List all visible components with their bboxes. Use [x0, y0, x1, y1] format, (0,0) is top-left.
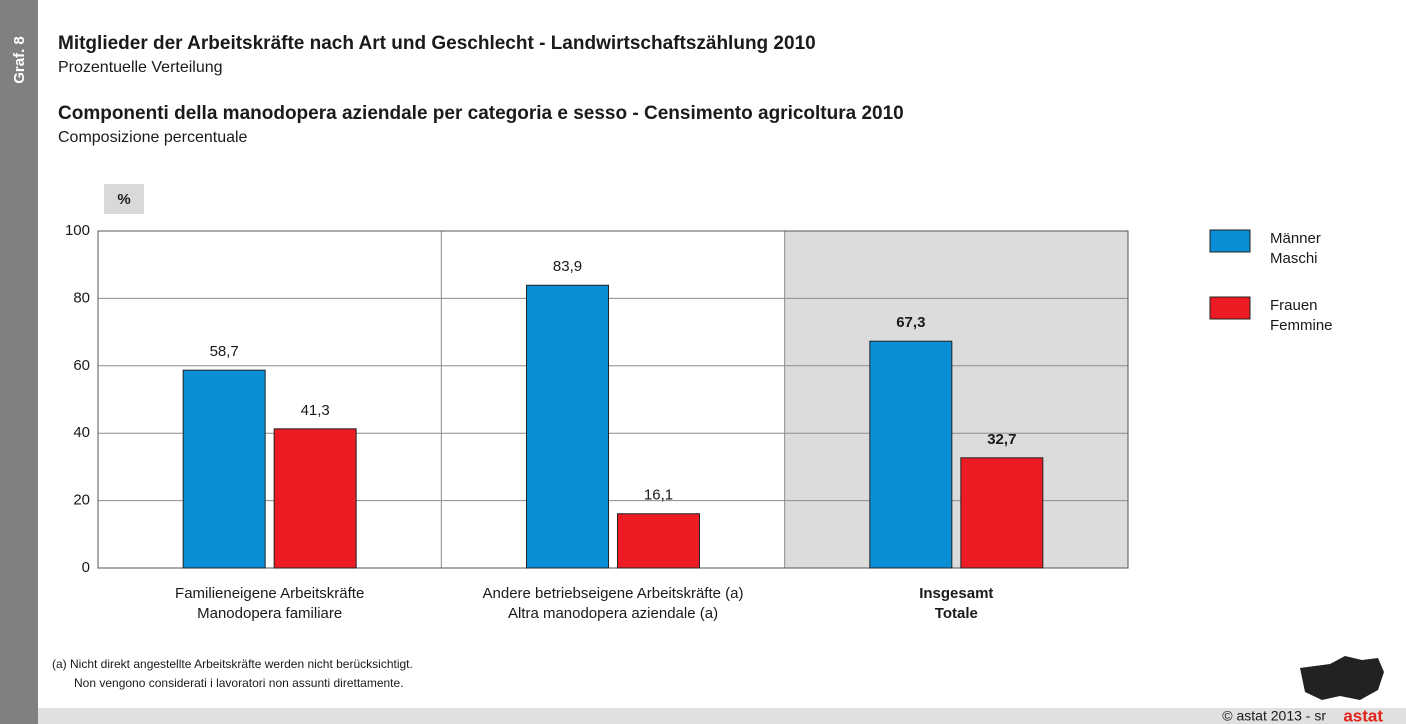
sidebar [0, 0, 38, 724]
legend-swatch [1209, 229, 1251, 253]
footnote: Non vengono considerati i lavoratori non… [74, 676, 404, 690]
x-tick-label-line: Andere betriebseigene Arbeitskräfte (a) [483, 585, 744, 602]
bar [526, 284, 609, 569]
x-tick-label: Familieneigene Arbeitskräfte Manodopera f… [175, 585, 364, 622]
x-tick-label: Andere betriebseigene Arbeitskräfte (a) A… [483, 585, 744, 622]
chart-subtitle: Prozentuelle Verteilung [58, 59, 223, 76]
x-tick-label-line: Altra manodopera aziendale (a) [508, 605, 718, 622]
y-axis-label-box [104, 184, 144, 214]
logo-text: astat [1343, 706, 1383, 724]
chart-title: Mitglieder der Arbeitskräfte nach Art un… [58, 33, 816, 54]
bottom-strip [38, 708, 1406, 724]
plot-border [97, 230, 1129, 569]
value-label: 41,3 [301, 402, 330, 419]
copyright: © astat 2013 - sr [1222, 708, 1326, 724]
x-tick-label-line: Manodopera familiare [197, 605, 342, 622]
legend-label-line: Frauen [1270, 297, 1318, 314]
y-tick-label: 0 [82, 559, 90, 576]
bar [869, 340, 953, 569]
chart-subtitle: Composizione percentuale [58, 129, 248, 146]
y-tick-label: 60 [73, 357, 90, 374]
y-axis-label: % [117, 191, 130, 208]
y-tick-label: 100 [65, 222, 90, 239]
y-tick-label: 80 [73, 289, 90, 306]
x-tick-label-line: Totale [935, 605, 978, 622]
x-tick-label-line: Insgesamt [919, 585, 993, 602]
value-label: 67,3 [896, 314, 925, 331]
bar [960, 457, 1044, 569]
footnote: (a) Nicht direkt angestellte Arbeitskräf… [52, 657, 413, 671]
x-tick-label: Insgesamt Totale [919, 585, 993, 622]
chart-title: Componenti della manodopera aziendale pe… [58, 103, 904, 124]
legend-label: Männer Maschi [1270, 230, 1321, 267]
bar [617, 513, 700, 569]
value-label: 58,7 [210, 343, 239, 360]
x-tick-label-line: Familieneigene Arbeitskräfte [175, 585, 364, 602]
highlight-band [784, 231, 1128, 568]
value-label: 16,1 [644, 487, 673, 504]
y-tick-label: 40 [73, 424, 90, 441]
legend-label: Frauen Femmine [1270, 297, 1333, 334]
legend-label-line: Männer [1270, 230, 1321, 247]
legend-swatch [1209, 296, 1251, 320]
legend-label-line: Femmine [1270, 317, 1333, 334]
value-label: 83,9 [553, 258, 582, 275]
value-label: 32,7 [987, 431, 1016, 448]
y-tick-label: 20 [73, 492, 90, 509]
sidebar-label: Graf. 8 [11, 36, 28, 84]
logo-shape [1300, 656, 1384, 700]
legend-label-line: Maschi [1270, 250, 1318, 267]
bar [182, 369, 266, 569]
bar [273, 428, 357, 569]
